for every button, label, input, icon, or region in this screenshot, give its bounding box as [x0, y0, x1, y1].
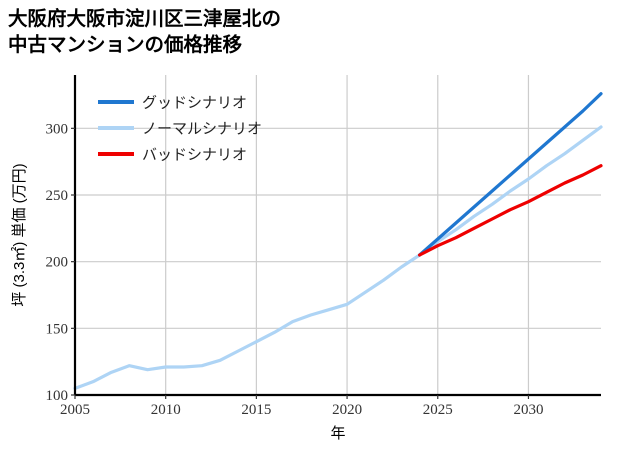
data-series-group: [73, 92, 603, 390]
title-line-2: 中古マンションの価格推移: [8, 33, 243, 56]
x-tick-label-2020: 2020: [332, 402, 362, 418]
y-tick-label-200: 200: [46, 255, 69, 271]
y-tick-label-100: 100: [46, 388, 69, 404]
x-tick-label-2030: 2030: [513, 402, 543, 418]
y-tick-label-150: 150: [46, 321, 69, 337]
axis-titles: 年 坪 (3.3㎡) 単価 (万円): [11, 163, 346, 442]
y-tick-label-300: 300: [46, 121, 69, 137]
x-tick-label-2010: 2010: [151, 402, 181, 418]
series-line-bad: [418, 164, 603, 257]
tick-labels: 100 150 200 250 300 2005 2010 2015 2020 2025 2030: [46, 121, 544, 418]
y-axis-title: 坪 (3.3㎡) 単価 (万円): [11, 163, 28, 306]
x-tick-label-2025: 2025: [423, 402, 453, 418]
y-tick-label-250: 250: [46, 188, 69, 204]
x-tick-label-2005: 2005: [60, 402, 90, 418]
x-axis-title: 年: [330, 425, 345, 442]
x-tick-label-2015: 2015: [241, 402, 271, 418]
legend-label-1: ノーマルシナリオ: [142, 122, 262, 138]
series-line-good: [418, 92, 603, 257]
title-line-1: 大阪府大阪市淀川区三津屋北の: [8, 8, 282, 30]
legend-label-2: バッドシナリオ: [142, 148, 247, 164]
series-line-normal: [73, 125, 603, 390]
page-title: 大阪府大阪市淀川区三津屋北の 中古マンションの価格推移: [8, 7, 528, 58]
legend-label-0: グッドシナリオ: [142, 95, 247, 112]
